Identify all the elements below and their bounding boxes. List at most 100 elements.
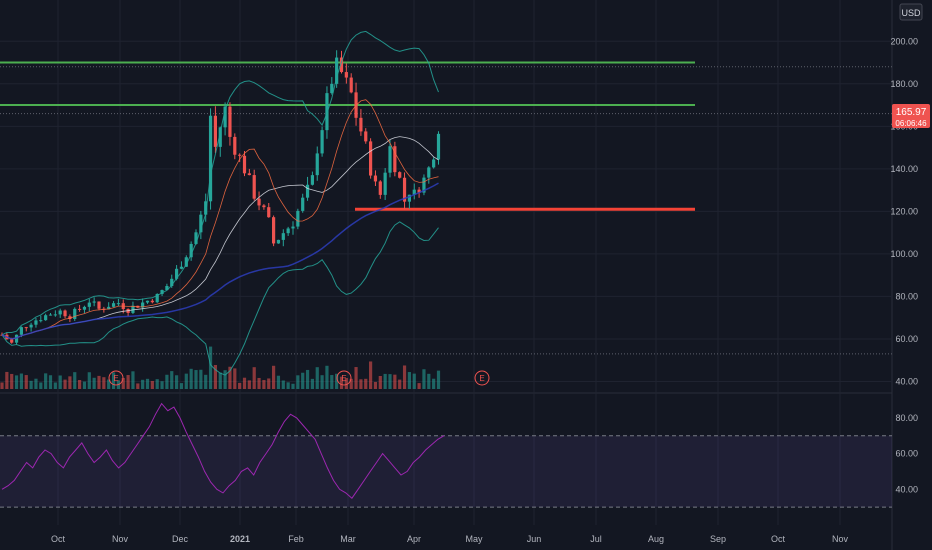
volume-bar: [262, 380, 266, 389]
volume-bar: [0, 382, 4, 389]
price-tick-label: 40.00: [895, 376, 918, 386]
time-tick-label: Oct: [51, 534, 66, 544]
volume-bar: [427, 373, 431, 389]
candle-body: [189, 243, 193, 258]
candle-body: [383, 172, 387, 195]
volume-bar: [349, 378, 353, 389]
volume-bar: [364, 378, 368, 389]
volume-bar: [34, 378, 38, 389]
candle-body: [228, 106, 232, 137]
candle-body: [315, 153, 319, 176]
candle-body: [325, 93, 329, 131]
candle-body: [78, 308, 82, 310]
volume-bar: [291, 383, 295, 389]
volume-bar: [121, 377, 125, 389]
candle-body: [422, 177, 426, 193]
volume-bar: [228, 366, 232, 389]
volume-bar: [165, 374, 169, 389]
candle-body: [320, 130, 324, 154]
currency-badge[interactable]: [899, 3, 923, 21]
candle-body: [111, 303, 116, 307]
candle-body: [184, 257, 188, 267]
volume-bar: [97, 375, 101, 389]
rsi-tick-label: 40.00: [895, 484, 918, 494]
candle-body: [378, 181, 382, 195]
candle-body: [53, 314, 57, 316]
time-tick-label: Nov: [832, 534, 849, 544]
candle-body: [160, 290, 164, 294]
rsi-band: [0, 435, 892, 508]
price-tick-label: 60.00: [895, 334, 918, 344]
price-tick-label: 200.00: [890, 36, 918, 46]
volume-bar: [58, 375, 62, 389]
candle-body: [14, 334, 19, 343]
candle-body: [97, 301, 101, 309]
volume-bar: [10, 373, 14, 389]
volume-bar: [175, 375, 179, 389]
candle-body: [218, 127, 222, 147]
volume-bar: [179, 383, 184, 389]
candle-body: [262, 205, 266, 208]
volume-bar: [39, 382, 43, 389]
volume-bar: [378, 375, 382, 389]
candle-body: [427, 167, 431, 178]
grid-lines: [0, 0, 893, 550]
volume-bar: [238, 382, 242, 389]
time-tick-label: Dec: [172, 534, 189, 544]
price-tick-label: 120.00: [890, 206, 918, 216]
candle-body: [412, 189, 416, 195]
candle-body: [407, 194, 411, 202]
candle-body: [330, 83, 334, 94]
candle-body: [233, 136, 237, 155]
volume-bar: [335, 373, 339, 389]
price-tick-label: 180.00: [890, 79, 918, 89]
time-tick-label: Jun: [527, 534, 542, 544]
volume-bar: [242, 377, 247, 389]
volume-bar: [407, 372, 411, 389]
volume-bar: [320, 375, 324, 389]
volume-bar: [422, 369, 426, 389]
candle-body: [199, 214, 203, 233]
time-tick-label: Oct: [771, 534, 786, 544]
time-tick-label: Feb: [288, 534, 304, 544]
earnings-marker-label: E: [113, 374, 118, 383]
candle-body: [305, 184, 310, 198]
candle-body: [10, 339, 14, 343]
candle-body: [68, 316, 72, 319]
candle-body: [417, 189, 421, 193]
ma-long: [1, 182, 439, 340]
candle-body: [369, 141, 373, 176]
volume-bar: [247, 380, 251, 389]
volume-bar: [369, 361, 373, 389]
candle-body: [175, 268, 179, 279]
volume-bar: [150, 380, 154, 389]
volume-bar: [252, 367, 256, 389]
candle-body: [373, 175, 378, 182]
candle-body: [310, 175, 314, 185]
time-axis[interactable]: Oct Nov Dec 2021 Feb Mar Apr May Jun Jul Aug Sep Oct…: [51, 534, 849, 544]
currency-label: USD: [901, 8, 921, 18]
volume-bar: [213, 364, 217, 389]
volume-bar: [276, 375, 281, 389]
candle-body: [238, 154, 242, 156]
candle-body: [44, 315, 48, 321]
candle-body: [48, 314, 53, 316]
volume-bar: [301, 372, 305, 389]
candle-body: [204, 201, 208, 215]
earnings-marker-label: E: [341, 374, 346, 383]
candle-body: [34, 320, 38, 325]
candle-body: [39, 320, 43, 322]
volume-bar: [107, 379, 111, 389]
volume-bar: [82, 381, 87, 389]
volume-bar: [325, 365, 329, 389]
volume-bar: [354, 367, 358, 389]
volume-bar: [19, 373, 23, 389]
candles: [0, 50, 441, 345]
time-tick-label: Sep: [710, 534, 726, 544]
time-tick-label: Aug: [648, 534, 664, 544]
volume-bar: [87, 372, 91, 389]
last-price-value: 165.97: [896, 107, 927, 118]
volume-bar: [170, 371, 174, 389]
candle-body: [29, 324, 33, 328]
